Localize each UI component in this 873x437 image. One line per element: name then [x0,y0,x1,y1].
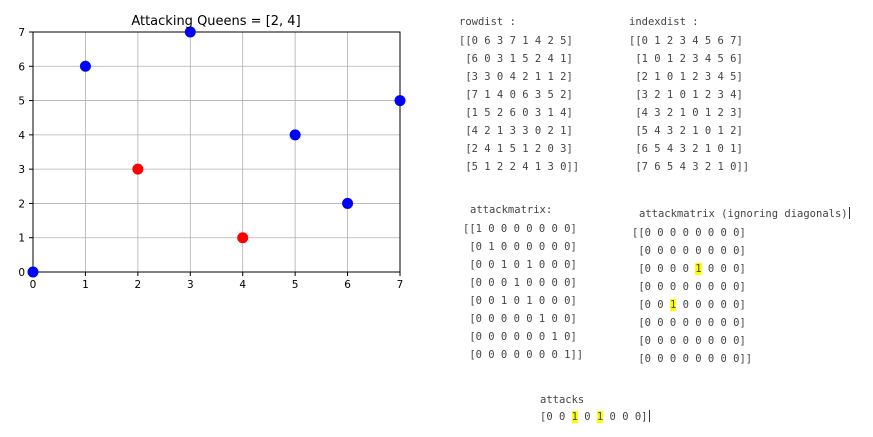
attackmatrix-row: [0 0 0 0 0 0 1 0] [463,331,577,343]
y-tick-label: 5 [18,96,25,108]
red-point [132,163,144,175]
chart-title: Attacking Queens = [2, 4] [131,14,300,29]
rowdist-row: [1 5 2 6 0 3 1 4] [459,107,573,119]
attackmatrix-nodiag-row: [0 0 0 0 0 0 0 0] [632,245,746,257]
indexdist-row: [[0 1 2 3 4 5 6 7] [629,35,743,47]
attackmatrix-matrix: [[1 0 0 0 0 0 0 0] [0 1 0 0 0 0 0 0] [0 … [463,220,583,364]
attackmatrix-row: [0 0 0 0 0 0 0 1]] [463,349,584,361]
indexdist-row: [3 2 1 0 1 2 3 4] [629,89,743,101]
text-cursor [848,207,850,219]
attackmatrix-nodiag-label-text: attackmatrix (ignoring diagonals) [639,208,848,220]
attackmatrix-nodiag-row: [0 0 0 0 0 0 0 0] [632,317,746,329]
blue-point [342,197,354,209]
blue-point [184,26,196,38]
red-point [237,232,249,244]
y-tick-label: 2 [18,198,25,210]
highlighted-one: 1 [695,263,702,275]
attackmatrix-row: [0 0 1 0 1 0 0 0] [463,295,577,307]
x-tick-label: 4 [239,279,246,291]
indexdist-block: indexdist : [[0 1 2 3 4 5 6 7] [1 0 1 2 … [629,16,749,176]
y-tick-label: 0 [18,267,25,279]
blue-point [27,266,39,278]
highlighted-one: 1 [669,299,677,311]
x-tick-label: 3 [187,279,194,291]
blue-point [79,60,91,72]
attackmatrix-nodiag-row: [0 0 0 0 1 0 0 0] [632,263,746,275]
x-tick-label: 6 [344,279,351,291]
grid-lines [32,31,401,273]
rowdist-row: [5 1 2 2 4 1 3 0]] [459,161,580,173]
rowdist-row: [3 3 0 4 2 1 1 2] [459,71,573,83]
indexdist-label: indexdist : [629,16,699,28]
indexdist-row: [7 6 5 4 3 2 1 0]] [629,161,750,173]
plot-frame [32,31,401,273]
attackmatrix-nodiag-matrix: [[0 0 0 0 0 0 0 0] [0 0 0 0 0 0 0 0] [0 … [632,224,850,368]
attackmatrix-nodiag-row: [0 0 0 0 0 0 0 0] [632,281,746,293]
attacks-post: 0 0 0] [603,411,648,423]
rowdist-label: rowdist : [459,16,516,28]
axis-ticks: 0 1 2 3 4 5 6 7 0 1 2 3 4 5 6 7 [18,27,403,291]
rowdist-row: [[0 6 3 7 1 4 2 5] [459,35,573,47]
attacks-highlight-1: 1 [571,411,578,423]
attackmatrix-row: [0 0 0 1 0 0 0 0] [463,277,577,289]
attacks-label: attacks [540,394,585,406]
attackmatrix-nodiag-row: [0 0 0 0 0 0 0 0]] [632,353,753,365]
x-tick-label: 1 [82,279,89,291]
data-points [27,26,406,278]
x-tick-label: 0 [30,279,37,291]
attackmatrix-label: attackmatrix: [470,204,553,216]
rowdist-row: [6 0 3 1 5 2 4 1] [459,53,573,65]
attacks-mid: 0 [577,411,597,423]
y-tick-label: 7 [18,27,25,39]
rowdist-matrix: [[0 6 3 7 1 4 2 5] [6 0 3 1 5 2 4 1] [3 … [459,32,579,176]
indexdist-row: [6 5 4 3 2 1 0 1] [629,143,743,155]
rowdist-row: [2 4 1 5 1 2 0 3] [459,143,573,155]
attacks-pre: [0 0 [540,411,572,423]
attackmatrix-row: [[1 0 0 0 0 0 0 0] [463,223,577,235]
scatter-chart: 0 1 2 3 4 5 6 7 0 1 2 3 4 5 6 7 Attacking Queens = [2, … [18,14,406,291]
attacks-block: attacks [0 0 1 0 1 0 0 0] [540,394,650,423]
attackmatrix-nodiag-row: [0 0 0 0 0 0 0 0] [632,335,746,347]
y-tick-label: 1 [18,233,25,245]
indexdist-matrix: [[0 1 2 3 4 5 6 7] [1 0 1 2 3 4 5 6] [2 … [629,32,749,176]
x-tick-label: 2 [135,279,142,291]
indexdist-row: [5 4 3 2 1 0 1 2] [629,125,743,137]
attackmatrix-nodiag-block: attackmatrix (ignoring diagonals) [[0 0 … [632,207,850,368]
attacks-vector: [0 0 1 0 1 0 0 0] [540,410,650,423]
attackmatrix-nodiag-row: [0 0 1 0 0 0 0 0] [632,299,746,311]
indexdist-row: [4 3 2 1 0 1 2 3] [629,107,743,119]
attackmatrix-row: [0 1 0 0 0 0 0 0] [463,241,577,253]
attackmatrix-block: attackmatrix: [[1 0 0 0 0 0 0 0] [0 1 0 … [463,204,583,364]
x-tick-label: 5 [292,279,299,291]
attackmatrix-nodiag-row: [[0 0 0 0 0 0 0 0] [632,227,746,239]
rowdist-row: [4 2 1 3 3 0 2 1] [459,125,573,137]
indexdist-row: [1 0 1 2 3 4 5 6] [629,53,743,65]
attacks-highlight-2: 1 [596,411,604,423]
blue-point [289,129,301,141]
rowdist-row: [7 1 4 0 6 3 5 2] [459,89,573,101]
attackmatrix-row: [0 0 0 0 0 1 0 0] [463,313,577,325]
indexdist-row: [2 1 0 1 2 3 4 5] [629,71,743,83]
rowdist-block: rowdist : [[0 6 3 7 1 4 2 5] [6 0 3 1 5 … [459,16,579,176]
attackmatrix-nodiag-label: attackmatrix (ignoring diagonals) [632,207,850,220]
blue-point [394,95,406,107]
y-tick-label: 6 [18,61,25,73]
attackmatrix-row: [0 0 1 0 1 0 0 0] [463,259,577,271]
text-cursor [648,410,650,422]
y-tick-label: 4 [18,130,25,142]
y-tick-label: 3 [18,164,25,176]
x-tick-label: 7 [397,279,404,291]
